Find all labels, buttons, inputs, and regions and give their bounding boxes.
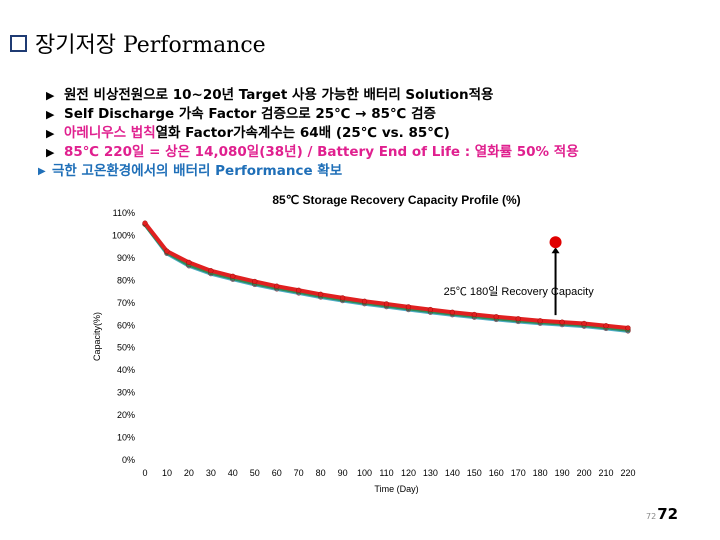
data-point (274, 283, 280, 289)
x-tick-label: 70 (294, 468, 304, 478)
bullet-text: 열화 Factor가속계수는 64배 (25℃ vs. 85℃) (155, 125, 450, 141)
bullet-line: ▶ 아레니우스 법칙 열화 Factor가속계수는 64배 (25℃ vs. 8… (46, 124, 579, 143)
y-tick-label: 30% (117, 388, 135, 398)
y-tick-label: 100% (112, 230, 135, 240)
page-number-large: 72 (657, 505, 679, 523)
x-tick-label: 90 (338, 468, 348, 478)
data-point (339, 295, 346, 301)
y-tick-label: 40% (117, 365, 135, 375)
x-tick-label: 10 (162, 468, 172, 478)
x-tick-label: 100 (357, 468, 372, 478)
data-point (493, 314, 499, 320)
data-point (296, 287, 302, 293)
data-point (164, 248, 170, 254)
data-point (142, 220, 148, 226)
x-tick-label: 160 (489, 468, 504, 478)
y-tick-label: 70% (117, 298, 135, 308)
bullet-line: ▶ 85℃ 220일 = 상온 14,080일(38년) / Battery E… (46, 143, 579, 162)
triangle-bullet-icon: ▶ (46, 89, 55, 102)
page-heading: 장기저장 Performance (10, 28, 266, 58)
data-point (537, 318, 543, 324)
x-tick-label: 130 (423, 468, 438, 478)
y-tick-label: 80% (117, 275, 135, 285)
y-tick-label: 50% (117, 343, 135, 353)
y-tick-label: 10% (117, 433, 135, 443)
bullet-line: ▶ 극한 고온환경에서의 배터리 Performance 확보 (38, 162, 579, 181)
triangle-bullet-icon: ▶ (46, 108, 55, 121)
y-tick-label: 60% (117, 320, 135, 330)
data-point (230, 273, 236, 279)
page-number: 7272 (646, 505, 678, 523)
x-tick-label: 30 (206, 468, 216, 478)
triangle-bullet-icon: ▶ (46, 127, 55, 140)
bullet-line: ▶ Self Discharge 가속 Factor 검증으로 25℃ → 85… (46, 105, 579, 124)
bullet-emphasis: 아레니우스 법칙 (64, 125, 156, 141)
x-tick-label: 20 (184, 468, 194, 478)
x-tick-label: 220 (620, 468, 635, 478)
data-point (383, 301, 390, 307)
bullet-text: 원전 비상전원으로 10~20년 Target 사용 가능한 배터리 Solut… (64, 87, 494, 103)
data-point (318, 291, 324, 297)
x-tick-label: 120 (401, 468, 416, 478)
x-tick-label: 60 (272, 468, 282, 478)
data-point (581, 320, 587, 327)
x-tick-label: 140 (445, 468, 460, 478)
heading-text: 장기저장 Performance (35, 33, 266, 58)
y-tick-label: 0% (122, 455, 135, 465)
bullet-list: ▶ 원전 비상전원으로 10~20년 Target 사용 가능한 배터리 Sol… (38, 86, 579, 181)
x-tick-label: 40 (228, 468, 238, 478)
y-tick-label: 110% (113, 208, 135, 218)
x-tick-label: 50 (250, 468, 260, 478)
recovery-annotation: 25℃ 180일 Recovery Capacity (444, 284, 595, 298)
data-point (449, 309, 455, 315)
x-tick-label: 200 (577, 468, 592, 478)
data-point (405, 304, 412, 310)
data-point (515, 316, 521, 322)
page-number-small: 72 (646, 512, 657, 521)
data-point (252, 278, 258, 285)
data-point (559, 319, 565, 325)
annotation-arrow-head (551, 247, 560, 254)
x-tick-label: 0 (142, 468, 147, 478)
bullet-line: ▶ 원전 비상전원으로 10~20년 Target 사용 가능한 배터리 Sol… (46, 86, 579, 105)
x-tick-label: 170 (511, 468, 526, 478)
x-tick-label: 80 (316, 468, 326, 478)
x-tick-label: 210 (599, 468, 614, 478)
bullet-text: 극한 고온환경에서의 배터리 Performance 확보 (52, 163, 343, 179)
x-tick-label: 190 (555, 468, 570, 478)
x-tick-label: 110 (379, 468, 393, 478)
recovery-point (549, 236, 562, 249)
triangle-bullet-icon: ▶ (46, 146, 55, 159)
y-tick-label: 90% (117, 253, 135, 263)
data-point (361, 298, 368, 304)
chart-title: 85℃ Storage Recovery Capacity Profile (%… (272, 193, 520, 207)
data-point (186, 259, 192, 266)
bullet-text: 85℃ 220일 = 상온 14,080일(38년) / Battery End… (64, 144, 579, 160)
x-tick-label: 150 (467, 468, 482, 478)
data-point (427, 306, 434, 313)
data-point (208, 268, 214, 274)
triangle-bullet-icon: ▶ (38, 166, 46, 177)
x-tick-label: 180 (533, 468, 548, 478)
data-point (471, 311, 477, 318)
data-point (625, 325, 631, 331)
y-tick-label: 20% (117, 410, 135, 420)
x-axis-label: Time (Day) (374, 484, 418, 494)
y-axis-label: Capacity(%) (92, 312, 102, 361)
bullet-text: Self Discharge 가속 Factor 검증으로 25℃ → 85℃ … (64, 106, 436, 122)
checkbox-bullet-icon (10, 34, 27, 52)
data-point (603, 323, 609, 329)
